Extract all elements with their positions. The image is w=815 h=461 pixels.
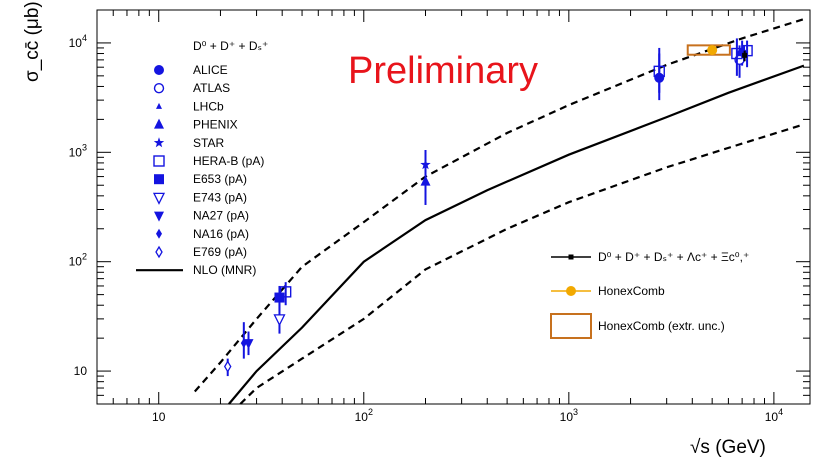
legend-marker-e743-pa [152,192,166,205]
legend-label: NA27 (pA) [193,209,249,223]
hera-b-pa-point [279,286,292,298]
d-d-d-c-c-point [742,52,748,58]
na27-pa-point [243,339,254,350]
y-tick-label: 102 [69,252,87,269]
legend-label: ALICE [193,63,228,77]
x-tick-label: 104 [765,407,783,424]
legend-label: PHENIX [193,118,238,132]
legend-label: ATLAS [193,81,230,95]
legend-label: STAR [193,136,224,150]
legend-marker-na27-pa [154,211,164,222]
legend-marker-phenix [154,118,164,129]
legend-label: LHCb [193,99,224,113]
legend-marker-atlas [153,82,165,94]
annotation-preliminary: Preliminary [348,50,538,92]
y-tick-label: 103 [69,142,87,159]
legend-honexcomb-marker [566,286,576,296]
legend-label: NLO (MNR) [193,263,256,277]
star-point [420,159,431,170]
e743-pa-point [273,314,286,327]
legend-label: HERA-B (pA) [193,154,264,168]
legend-honexcomb-box [550,313,592,339]
legend-marker-alice [154,65,164,75]
legend-marker-e653-pa [154,174,164,185]
nlo-central-curve [228,64,805,405]
legend-marker-na16-pa [156,228,162,239]
legend-marker-hera-b-pa [153,155,165,167]
axis-ticks [96,9,810,405]
legend-label: HonexComb (extr. unc.) [598,319,725,333]
legend-label: D⁰ + D⁺ + Dₛ⁺ + Λc⁺ + Ξc⁰,⁺ [598,250,749,264]
na16-pa-point [240,338,247,349]
legend-label: E769 (pA) [193,245,247,259]
legend-header: D⁰ + D⁺ + Dₛ⁺ [193,39,268,53]
y-tick-label: 10 [74,364,88,378]
uncertainty-boxes [686,44,731,56]
legend-label: NA16 (pA) [193,227,249,241]
legend-right: D⁰ + D⁺ + Dₛ⁺ + Λc⁺ + Ξc⁰,⁺ HonexComb Hone… [550,250,749,339]
honexcomb-point [707,45,718,56]
legend-label: HonexComb [598,284,665,298]
e653-pa-point [274,292,285,303]
nlo-band-curve [239,123,805,405]
legend-marker-e769-pa [155,245,163,259]
honexcomb-extr-box [686,44,731,56]
legend-label: E653 (pA) [193,172,247,186]
y-axis-title: σ_cc̄ (μb) [22,1,43,82]
data-points [223,38,753,377]
hera-b-pa-point [653,65,665,78]
legend-left: D⁰ + D⁺ + Dₛ⁺ ALICE ATLAS LHCb PHENIX STAR HER… [136,39,268,277]
x-tick-label: 102 [355,407,373,424]
legend-marker-star [153,137,165,148]
plot-frame [96,9,811,405]
x-tick-label: 103 [560,407,578,424]
legend-combined-marker [568,254,574,260]
legend-label: E743 (pA) [193,190,247,204]
legend-marker-lhcb [156,102,162,109]
e769-pa-point [223,360,232,373]
y-tick-label: 104 [69,33,87,50]
x-tick-label: 10 [152,410,166,424]
x-axis-title: √s (GeV) [690,437,766,458]
